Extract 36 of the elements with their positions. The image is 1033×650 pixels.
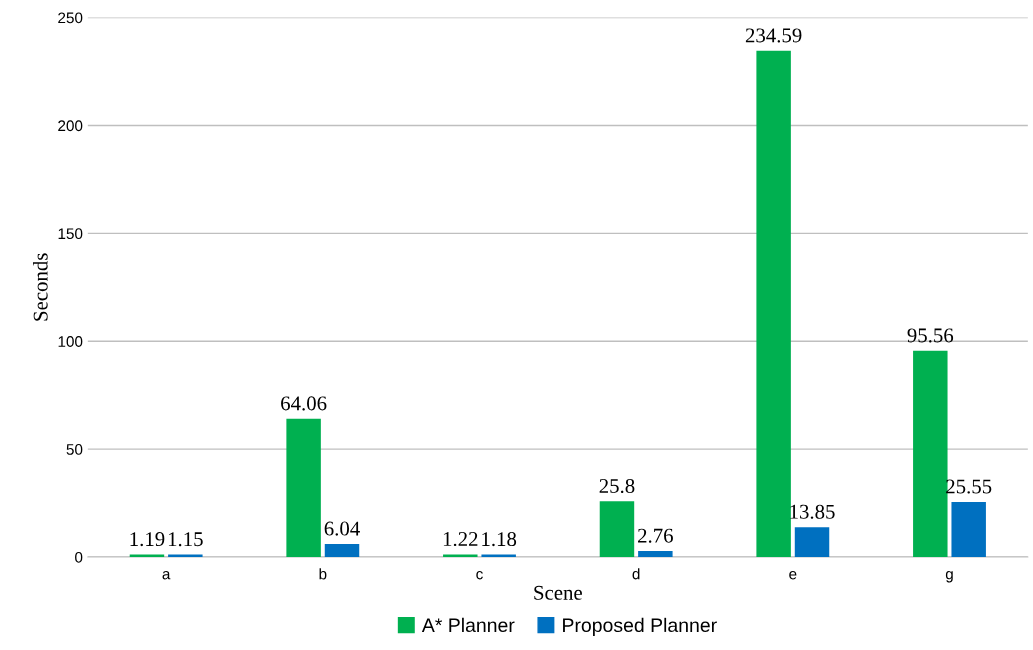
data-label: 6.04 bbox=[324, 521, 360, 536]
x-tick-label: a bbox=[162, 571, 171, 580]
y-tick-label: 100 bbox=[58, 336, 83, 347]
x-tick-label: d bbox=[632, 568, 640, 580]
y-tick-label: 0 bbox=[75, 551, 83, 563]
bar bbox=[794, 527, 830, 558]
data-label: 1.19 bbox=[130, 532, 165, 547]
y-tick-label: 150 bbox=[58, 228, 83, 240]
data-label: 1.15 bbox=[168, 532, 203, 547]
data-label: 64.06 bbox=[281, 396, 327, 411]
y-tick-label: 50 bbox=[66, 444, 83, 455]
x-axis-title: Scene bbox=[534, 585, 582, 600]
bar bbox=[951, 501, 986, 558]
x-tick-label: c bbox=[476, 571, 483, 580]
data-label: 234.59 bbox=[745, 28, 802, 43]
x-tick-label: b bbox=[319, 568, 327, 580]
legend-label: A* Planner bbox=[421, 617, 515, 633]
y-axis-title: Seconds bbox=[33, 253, 48, 321]
data-label: 95.56 bbox=[907, 328, 954, 343]
bar bbox=[324, 544, 360, 558]
bar bbox=[599, 501, 635, 558]
y-tick-label: 200 bbox=[58, 120, 83, 132]
bar bbox=[638, 551, 673, 558]
bar bbox=[129, 554, 165, 558]
x-tick-label: e bbox=[789, 571, 797, 580]
data-label: 25.8 bbox=[599, 478, 635, 494]
data-label: 1.22 bbox=[443, 532, 478, 547]
data-label: 1.18 bbox=[482, 532, 517, 547]
bar bbox=[756, 50, 791, 558]
bar bbox=[443, 554, 478, 558]
x-tick-label: g bbox=[945, 571, 953, 583]
bar bbox=[286, 418, 321, 558]
bar bbox=[913, 350, 948, 558]
y-tick-label: 250 bbox=[58, 12, 83, 24]
legend-label: Proposed Planner bbox=[563, 617, 717, 636]
data-label: 2.76 bbox=[638, 528, 673, 543]
